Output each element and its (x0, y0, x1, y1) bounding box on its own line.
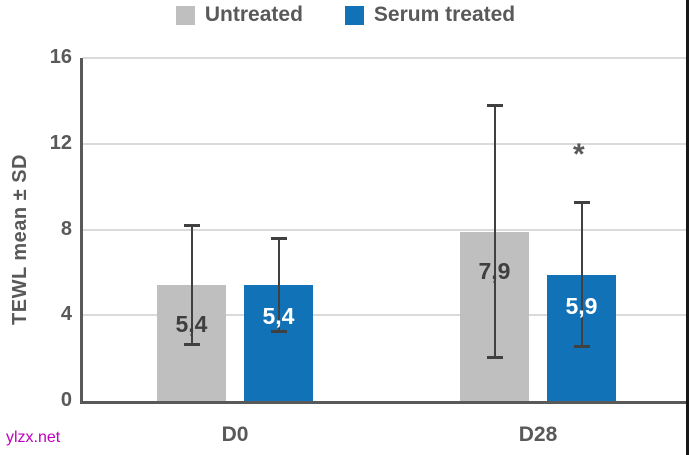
error-bar-cap-top (487, 104, 503, 108)
plot-area: 0 4 8 12 16 D0 5,4 5,4 D28 7,9 5,9 * (50, 46, 689, 446)
error-bar-line (581, 201, 583, 348)
x-axis-label-D28: D28 (518, 423, 558, 446)
gridline-4 (83, 314, 689, 317)
error-bar-cap-bottom (184, 343, 200, 347)
error-bar-line (278, 238, 280, 333)
y-tick-label-0: 0 (60, 389, 72, 411)
watermark: ylzx.net (6, 429, 61, 446)
legend: Untreated Serum treated (0, 3, 691, 27)
legend-swatch-untreated (175, 5, 195, 25)
error-bar-cap-bottom (574, 345, 590, 349)
right-border (686, 0, 689, 455)
legend-label-untreated: Untreated (204, 3, 303, 26)
bar-value-label: 5,4 (175, 311, 208, 338)
y-tick-label-16: 16 (49, 46, 72, 68)
error-bar-cap-top (271, 237, 287, 241)
bar-value-label: 7,9 (478, 257, 511, 284)
gridline-12 (83, 142, 689, 145)
error-bar-line (494, 105, 496, 359)
error-bar-cap-top (574, 200, 590, 204)
gridline-8 (83, 228, 689, 231)
bar-value-label: 5,4 (262, 303, 295, 330)
y-tick-label-12: 12 (49, 131, 72, 154)
error-bar-cap-bottom (487, 356, 503, 360)
x-axis-label-D0: D0 (221, 423, 249, 446)
legend-swatch-serum-treated (344, 5, 364, 25)
legend-item-serum-treated: Serum treated (344, 3, 516, 27)
gridline-16 (83, 57, 689, 59)
error-bar-cap-bottom (271, 330, 287, 334)
y-tick-label-8: 8 (60, 217, 72, 240)
y-tick-label-4: 4 (60, 303, 72, 326)
bar-value-label: 5,9 (565, 292, 598, 319)
significance-asterisk: * (573, 138, 585, 172)
legend-item-untreated: Untreated (175, 3, 303, 27)
error-bar-line (191, 225, 193, 346)
error-bar-cap-top (184, 224, 200, 228)
legend-label-serum-treated: Serum treated (373, 3, 516, 26)
